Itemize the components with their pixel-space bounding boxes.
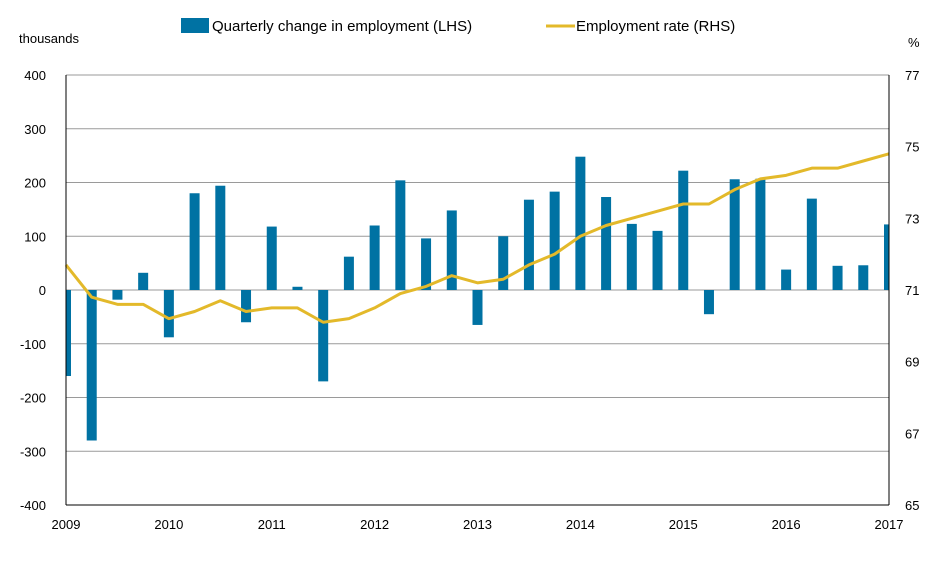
bar [678, 170, 689, 290]
left-tick-label: -200 [20, 391, 46, 406]
x-tick-label: 2016 [772, 517, 801, 532]
x-tick-label: 2009 [52, 517, 81, 532]
bar [395, 180, 406, 290]
right-tick-label: 69 [905, 355, 919, 370]
bar [241, 290, 252, 323]
bar [832, 265, 843, 290]
bar [806, 198, 817, 290]
legend-swatch-bars [181, 18, 209, 33]
bar [266, 226, 277, 290]
left-tick-label: 100 [24, 229, 46, 244]
bar [652, 230, 663, 290]
legend-item-line: Employment rate (RHS) [546, 18, 735, 35]
bar [884, 224, 889, 290]
right-tick-label: 65 [905, 498, 919, 513]
bar [292, 286, 303, 290]
bar [369, 225, 380, 290]
legend-label-bars: Quarterly change in employment (LHS) [212, 18, 472, 35]
x-tick-label: 2011 [258, 517, 286, 532]
x-tick-label: 2014 [566, 517, 595, 532]
x-tick-label: 2010 [154, 517, 183, 532]
legend: Quarterly change in employment (LHS) Emp… [181, 18, 735, 35]
left-tick-label: 200 [24, 176, 46, 191]
line-series [64, 152, 890, 324]
left-tick-label: -300 [20, 444, 46, 459]
right-tick-label: 75 [905, 140, 919, 155]
bar [138, 272, 149, 290]
bar [601, 197, 612, 290]
right-tick-label: 77 [905, 68, 919, 83]
x-tick-label: 2017 [875, 517, 904, 532]
bar [66, 290, 71, 376]
tick-labels: -400 -300 -200 -100 0 100 200 300 400 65 67 69 71 73 7… [20, 68, 920, 532]
bar [215, 185, 226, 290]
bar [729, 179, 740, 290]
bar [446, 210, 457, 290]
left-tick-label: -400 [20, 498, 46, 513]
bar [86, 290, 97, 441]
right-tick-label: 73 [905, 211, 919, 226]
bar [626, 223, 637, 290]
bar [343, 256, 354, 290]
right-tick-label: 67 [905, 426, 919, 441]
bar [755, 178, 766, 290]
right-axis-unit: % [908, 35, 920, 50]
employment-rate-line [64, 152, 890, 324]
bar [189, 193, 200, 290]
x-tick-label: 2015 [669, 517, 698, 532]
bar [549, 191, 560, 290]
bar [781, 269, 792, 290]
x-tick-label: 2013 [463, 517, 492, 532]
legend-label-line: Employment rate (RHS) [576, 18, 735, 35]
bar [498, 236, 509, 290]
bar [858, 265, 869, 290]
bar [112, 290, 123, 300]
bar [472, 290, 483, 325]
bar-series [66, 156, 889, 441]
bar [523, 199, 534, 290]
left-tick-label: 400 [24, 68, 46, 83]
left-tick-label: 300 [24, 122, 46, 137]
legend-item-bars: Quarterly change in employment (LHS) [181, 18, 472, 35]
axes [65, 75, 890, 506]
bar [703, 290, 714, 315]
bar [421, 238, 432, 290]
left-axis-unit: thousands [19, 31, 79, 46]
bar [318, 290, 329, 382]
right-tick-label: 71 [905, 283, 919, 298]
left-tick-label: -100 [20, 337, 46, 352]
x-tick-label: 2012 [360, 517, 389, 532]
left-tick-label: 0 [39, 283, 46, 298]
bar [163, 290, 174, 338]
bar [575, 156, 586, 290]
